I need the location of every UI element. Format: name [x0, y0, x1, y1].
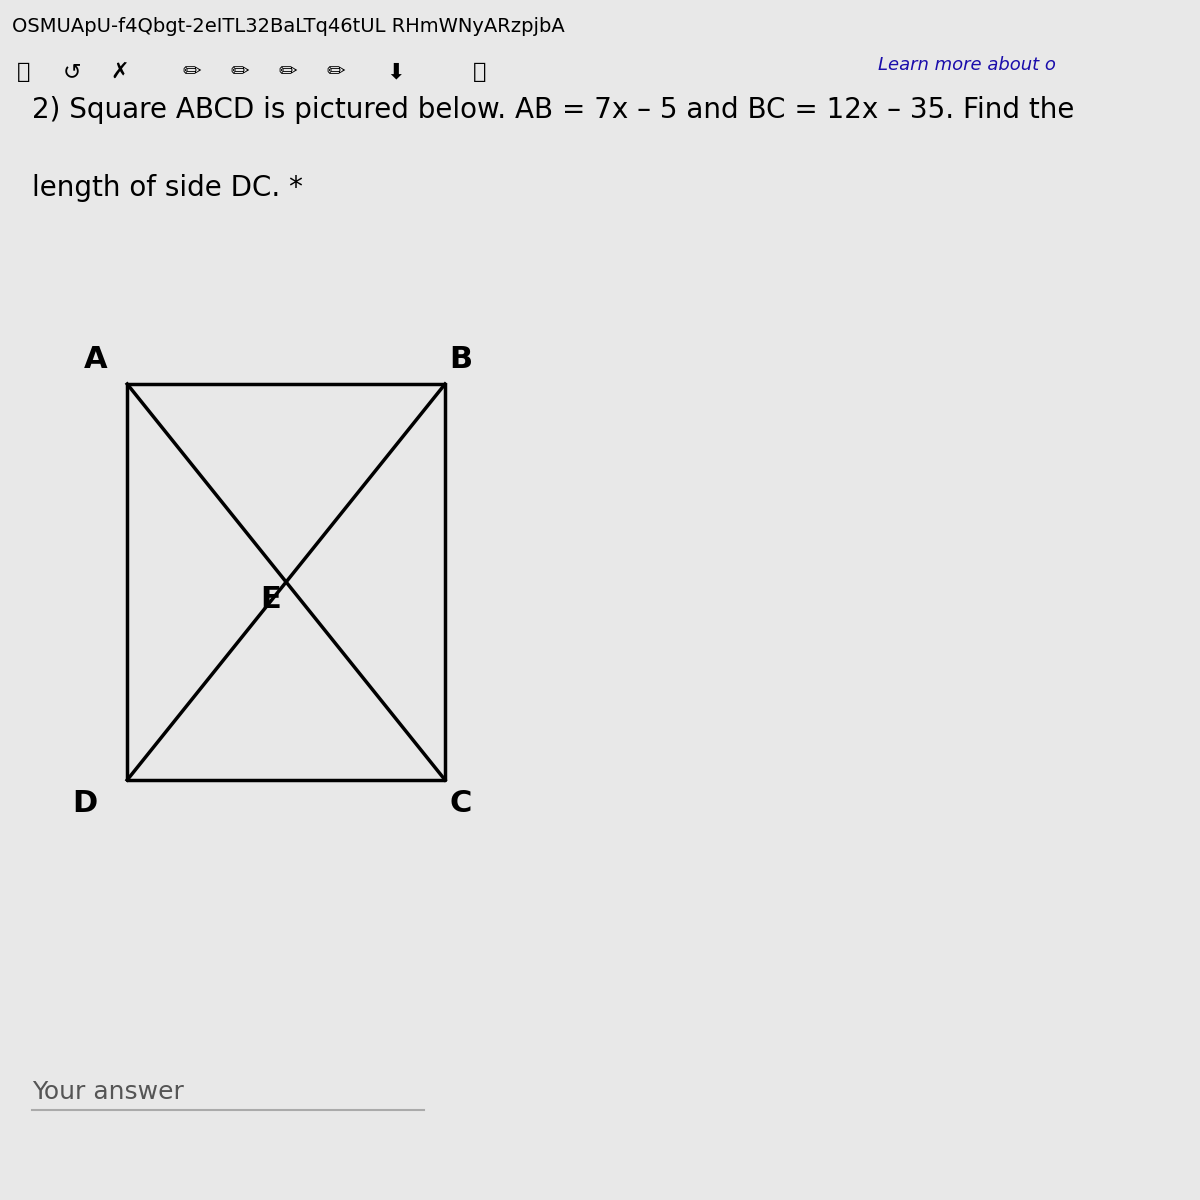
Text: ✏: ✏	[230, 62, 250, 82]
Text: OSMUApU-f4Qbgt-2eITL32BaLTq46tUL RHmWNyARzpjbA: OSMUApU-f4Qbgt-2eITL32BaLTq46tUL RHmWNyA…	[12, 18, 565, 36]
Text: Your answer: Your answer	[31, 1080, 184, 1104]
Text: ✏: ✏	[278, 62, 298, 82]
Text: ⬜: ⬜	[17, 62, 31, 82]
Text: E: E	[260, 586, 281, 614]
Text: A: A	[84, 346, 107, 374]
Text: ✗: ✗	[110, 62, 130, 82]
Text: Learn more about o: Learn more about o	[878, 55, 1056, 73]
Text: ↺: ↺	[62, 62, 82, 82]
Text: B: B	[450, 346, 473, 374]
Text: D: D	[72, 790, 97, 818]
Text: ⬇: ⬇	[386, 62, 406, 82]
Text: 2) Square ABCD is pictured below. AB = 7x – 5 and BC = 12x – 35. Find the: 2) Square ABCD is pictured below. AB = 7…	[31, 96, 1074, 124]
Text: C: C	[450, 790, 472, 818]
Text: ✏: ✏	[326, 62, 346, 82]
Text: length of side DC. *: length of side DC. *	[31, 174, 302, 202]
Text: 🔒: 🔒	[473, 62, 487, 82]
Text: ✏: ✏	[182, 62, 202, 82]
